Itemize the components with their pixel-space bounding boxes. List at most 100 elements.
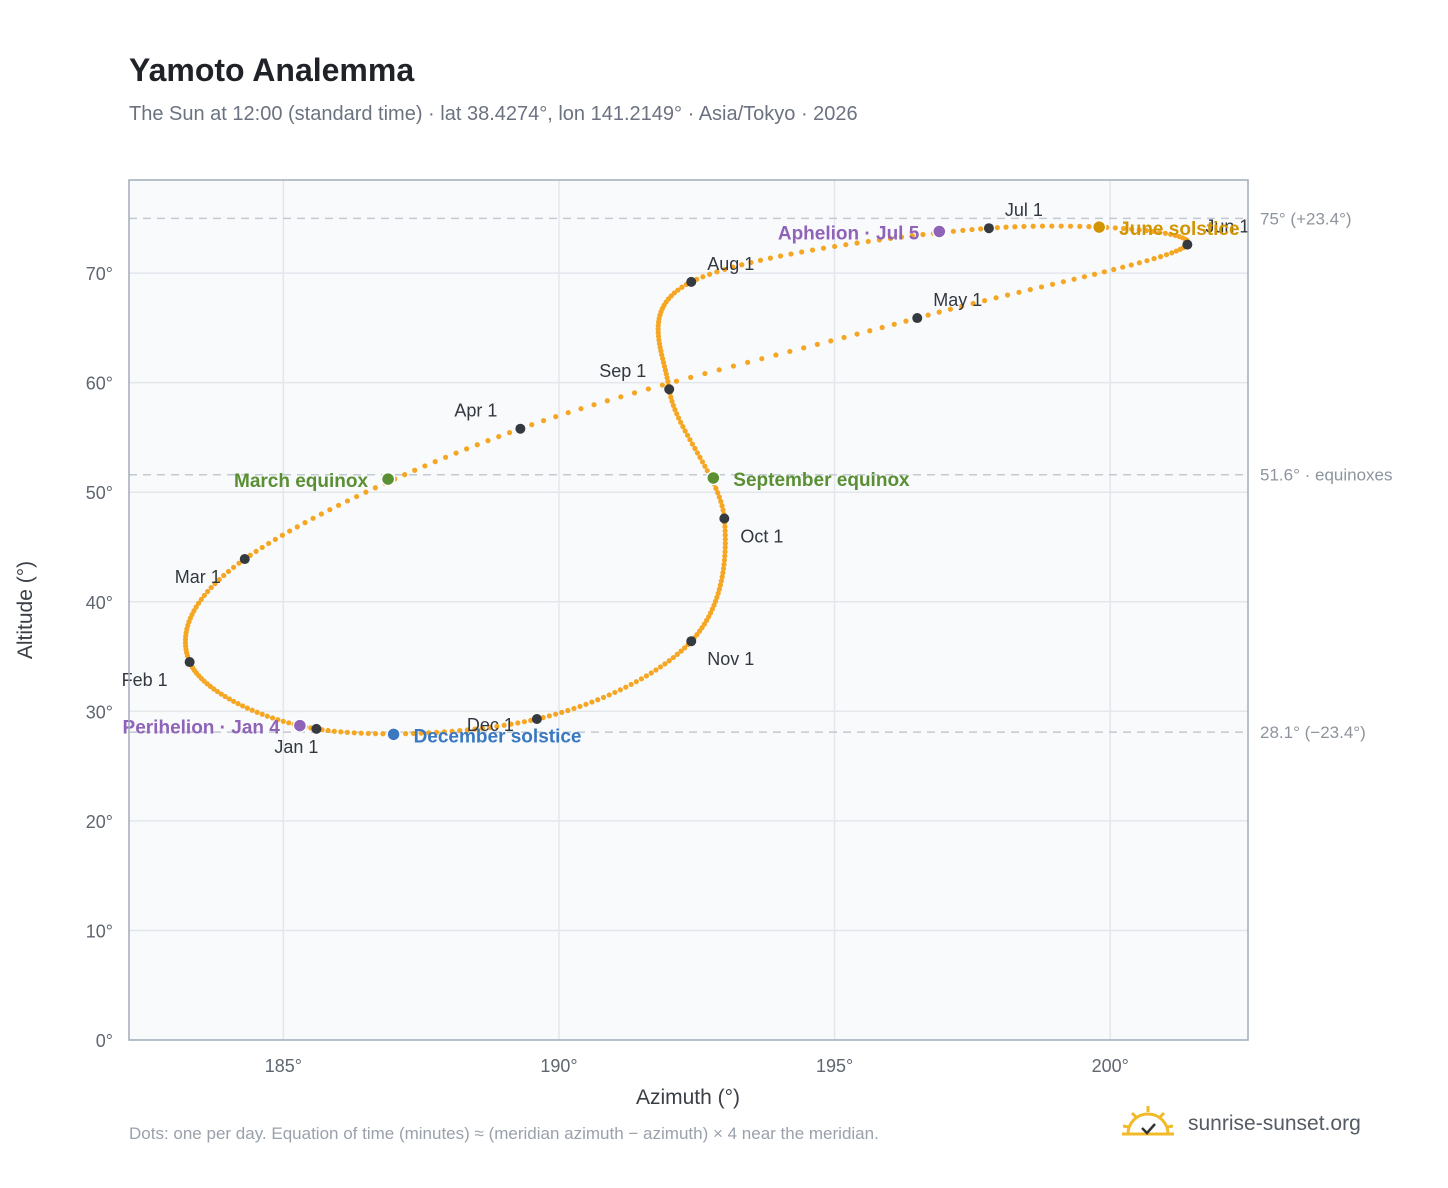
month-label: Oct 1 bbox=[740, 527, 783, 547]
daily-dot bbox=[1058, 223, 1064, 229]
y-tick-label: 0° bbox=[96, 1031, 113, 1051]
reference-line-label: 28.1° (−23.4°) bbox=[1260, 723, 1366, 742]
month-marker bbox=[311, 723, 322, 734]
daily-dot bbox=[358, 730, 364, 736]
daily-dot bbox=[617, 687, 623, 693]
daily-dot bbox=[682, 645, 688, 651]
brand[interactable]: sunrise-sunset.org bbox=[1120, 1102, 1361, 1146]
daily-dot bbox=[841, 334, 847, 341]
y-tick-label: 10° bbox=[86, 921, 113, 941]
daily-dot bbox=[714, 594, 720, 600]
daily-dot bbox=[674, 411, 680, 417]
daily-dot bbox=[196, 600, 202, 606]
event-label: Perihelion · Jan 4 bbox=[123, 718, 281, 739]
daily-dot bbox=[722, 528, 728, 534]
daily-dot bbox=[226, 696, 232, 702]
daily-dot bbox=[412, 467, 418, 473]
daily-dot bbox=[628, 681, 634, 688]
daily-dot bbox=[720, 507, 726, 513]
daily-dot bbox=[707, 271, 713, 277]
daily-dot bbox=[422, 463, 428, 469]
daily-dot bbox=[631, 390, 638, 396]
daily-dot bbox=[680, 424, 686, 430]
event-marker bbox=[1091, 219, 1107, 235]
daily-dot bbox=[1060, 279, 1067, 285]
daily-dot bbox=[722, 532, 728, 538]
daily-dot bbox=[653, 667, 659, 673]
daily-dot bbox=[699, 459, 706, 465]
daily-dot bbox=[801, 345, 807, 351]
daily-dot bbox=[365, 730, 371, 737]
daily-dot bbox=[205, 588, 211, 595]
daily-dot bbox=[449, 728, 455, 734]
event-marker bbox=[292, 718, 308, 733]
daily-dot bbox=[715, 590, 721, 596]
daily-dot bbox=[865, 238, 871, 245]
daily-dot bbox=[604, 398, 610, 404]
y-tick-label: 40° bbox=[86, 593, 113, 613]
event-markers: March equinox June solstice September equi… bbox=[123, 219, 1240, 747]
daily-dot bbox=[472, 726, 478, 732]
daily-dot bbox=[453, 450, 459, 456]
daily-dot bbox=[318, 511, 324, 517]
month-marker bbox=[239, 554, 250, 565]
daily-dot bbox=[280, 718, 286, 724]
daily-dot bbox=[464, 446, 470, 452]
daily-dot bbox=[730, 363, 737, 369]
month-marker bbox=[1182, 239, 1193, 250]
daily-dot bbox=[1012, 224, 1018, 230]
daily-dot bbox=[981, 298, 988, 304]
daily-dot bbox=[688, 374, 694, 380]
daily-dot bbox=[1071, 276, 1077, 282]
y-axis-title: Altitude (°) bbox=[14, 561, 37, 659]
month-label: Sep 1 bbox=[599, 361, 646, 381]
daily-dot bbox=[410, 730, 416, 737]
daily-dot bbox=[1136, 260, 1142, 266]
daily-dot bbox=[222, 693, 228, 700]
event-marker bbox=[380, 471, 396, 487]
daily-dot bbox=[713, 485, 719, 491]
daily-dot bbox=[302, 520, 308, 526]
daily-dot bbox=[208, 584, 214, 591]
daily-dot bbox=[843, 242, 849, 248]
daily-dot bbox=[1049, 281, 1056, 287]
daily-dot bbox=[372, 485, 378, 491]
daily-dot bbox=[191, 608, 197, 614]
month-marker bbox=[719, 513, 730, 524]
daily-dot bbox=[720, 570, 726, 576]
daily-dot bbox=[565, 410, 571, 416]
daily-dot bbox=[704, 468, 710, 474]
event-marker bbox=[386, 727, 401, 742]
daily-dot bbox=[418, 730, 424, 736]
daily-dot bbox=[508, 721, 514, 727]
daily-dot bbox=[659, 382, 665, 388]
month-label: Dec 1 bbox=[467, 715, 514, 735]
month-marker bbox=[686, 636, 697, 647]
daily-dot bbox=[712, 598, 719, 604]
month-label: Jul 1 bbox=[1005, 200, 1043, 220]
daily-dot bbox=[645, 386, 651, 392]
daily-dot bbox=[687, 437, 693, 443]
daily-dot bbox=[259, 711, 265, 717]
daily-dot bbox=[294, 524, 300, 530]
daily-dot bbox=[909, 233, 915, 239]
reference-line-label: 51.6° · equinoxes bbox=[1260, 466, 1393, 485]
plot-frame bbox=[128, 179, 1249, 1041]
y-tick-label: 30° bbox=[86, 702, 113, 722]
daily-dot bbox=[809, 247, 816, 253]
daily-dot bbox=[773, 352, 779, 358]
chart-subtitle: The Sun at 12:00 (standard time) · lat 3… bbox=[129, 103, 858, 125]
daily-dot bbox=[442, 454, 449, 460]
month-marker bbox=[983, 223, 994, 234]
daily-dot bbox=[1112, 225, 1118, 231]
daily-dot bbox=[903, 318, 909, 324]
daily-dot bbox=[193, 604, 199, 610]
daily-dot bbox=[674, 651, 680, 657]
daily-dot bbox=[1004, 292, 1011, 298]
daily-dot bbox=[212, 580, 218, 587]
chart-title: Yamoto Analemma bbox=[129, 52, 415, 88]
daily-dot bbox=[702, 370, 708, 377]
daily-dot bbox=[711, 602, 717, 608]
daily-dot bbox=[402, 472, 408, 478]
daily-dot bbox=[1129, 226, 1135, 232]
